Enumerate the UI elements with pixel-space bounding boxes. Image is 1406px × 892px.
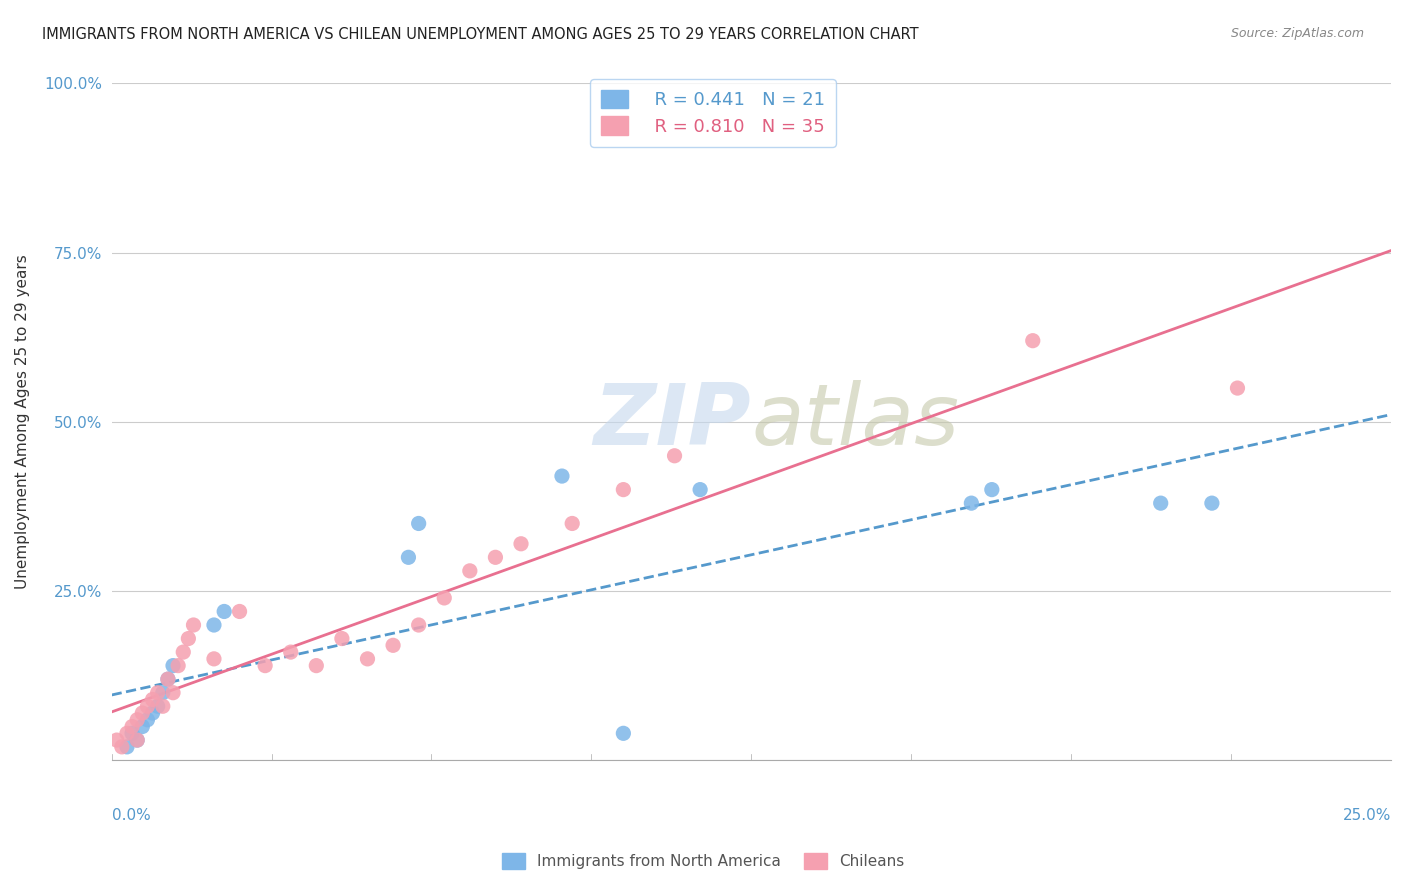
Point [202, 618, 225, 632]
Point [280, 645, 302, 659]
Point [551, 469, 574, 483]
Point [152, 699, 174, 714]
Point [1226, 381, 1249, 395]
Point [131, 706, 153, 720]
Point [121, 720, 143, 734]
Point [136, 713, 159, 727]
Point [408, 516, 430, 531]
Point [484, 550, 506, 565]
Point [689, 483, 711, 497]
Point [664, 449, 686, 463]
Point [115, 726, 138, 740]
Point [121, 726, 143, 740]
Point [142, 692, 165, 706]
Point [152, 686, 174, 700]
Point [382, 638, 405, 652]
Point [183, 618, 205, 632]
Point [115, 739, 138, 754]
Point [146, 699, 169, 714]
Point [330, 632, 353, 646]
Point [142, 706, 165, 720]
Point [131, 720, 153, 734]
Point [167, 658, 190, 673]
Point [127, 733, 149, 747]
Legend:   R = 0.441   N = 21,   R = 0.810   N = 35: R = 0.441 N = 21, R = 0.810 N = 35 [591, 78, 835, 146]
Point [156, 672, 179, 686]
Point [612, 483, 634, 497]
Point [105, 733, 128, 747]
Point [561, 516, 583, 531]
Text: IMMIGRANTS FROM NORTH AMERICA VS CHILEAN UNEMPLOYMENT AMONG AGES 25 TO 29 YEARS : IMMIGRANTS FROM NORTH AMERICA VS CHILEAN… [42, 27, 918, 42]
Point [458, 564, 481, 578]
Point [146, 686, 169, 700]
Point [1022, 334, 1045, 348]
Point [510, 537, 533, 551]
Point [136, 699, 159, 714]
Text: ZIP: ZIP [593, 380, 751, 464]
Point [396, 550, 419, 565]
Point [177, 632, 200, 646]
Point [162, 686, 184, 700]
Point [980, 483, 1002, 497]
Point [156, 672, 179, 686]
Point [162, 658, 184, 673]
Y-axis label: Unemployment Among Ages 25 to 29 years: Unemployment Among Ages 25 to 29 years [15, 254, 30, 590]
Point [1201, 496, 1223, 510]
Point [202, 652, 225, 666]
Point [612, 726, 634, 740]
Point [212, 605, 235, 619]
Point [960, 496, 983, 510]
Point [127, 733, 149, 747]
Legend: Immigrants from North America, Chileans: Immigrants from North America, Chileans [496, 847, 910, 875]
Point [356, 652, 378, 666]
Point [408, 618, 430, 632]
Point [228, 605, 250, 619]
Point [305, 658, 328, 673]
Point [433, 591, 456, 605]
Point [111, 739, 134, 754]
Text: 25.0%: 25.0% [1343, 808, 1391, 822]
Text: atlas: atlas [751, 380, 959, 464]
Text: 0.0%: 0.0% [111, 808, 150, 822]
Point [172, 645, 194, 659]
Point [254, 658, 277, 673]
Text: Source: ZipAtlas.com: Source: ZipAtlas.com [1230, 27, 1364, 40]
Point [1150, 496, 1173, 510]
Point [127, 713, 149, 727]
